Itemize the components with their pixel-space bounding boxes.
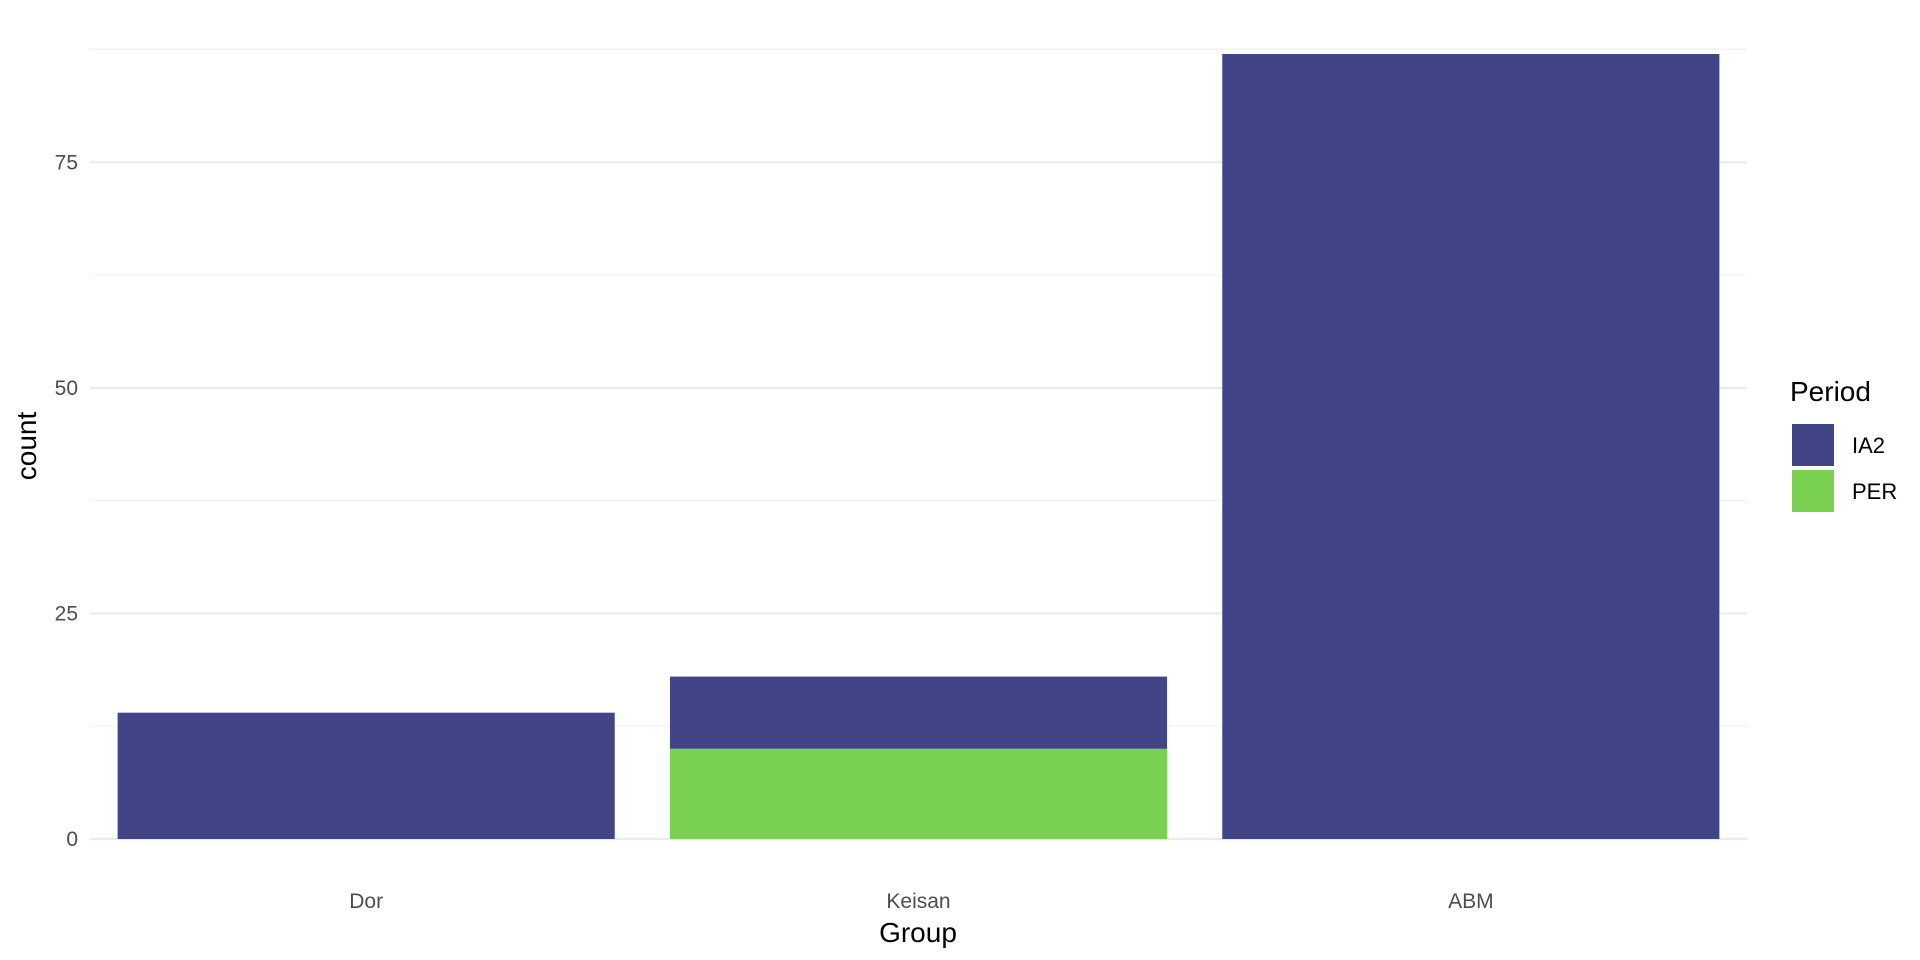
bar-dor-ia2 [117,712,615,839]
x-tick-label: Keisan [886,890,950,913]
bar-keisan-ia2 [669,676,1168,749]
bars [117,54,1720,839]
legend-label-per: PER [1852,479,1897,504]
y-tick-label: 0 [66,828,78,851]
y-tick-label: 25 [55,602,78,625]
y-axis-title: count [11,412,42,481]
legend-label-ia2: IA2 [1852,433,1885,458]
y-tick-label: 75 [55,151,78,174]
legend-swatch-per [1792,470,1834,512]
x-tick-label: ABM [1448,890,1494,913]
x-axis-ticks: Dor Keisan ABM [349,890,1493,913]
bar-keisan-per [669,748,1168,839]
y-axis-ticks: 0 25 50 75 [55,151,78,851]
legend: Period IA2 PER [1790,376,1897,512]
bar-abm-ia2 [1222,54,1720,839]
y-tick-label: 50 [55,377,78,400]
x-tick-label: Dor [349,890,383,913]
legend-title: Period [1790,376,1871,407]
legend-swatch-ia2 [1792,424,1834,466]
x-axis-title: Group [879,917,957,948]
